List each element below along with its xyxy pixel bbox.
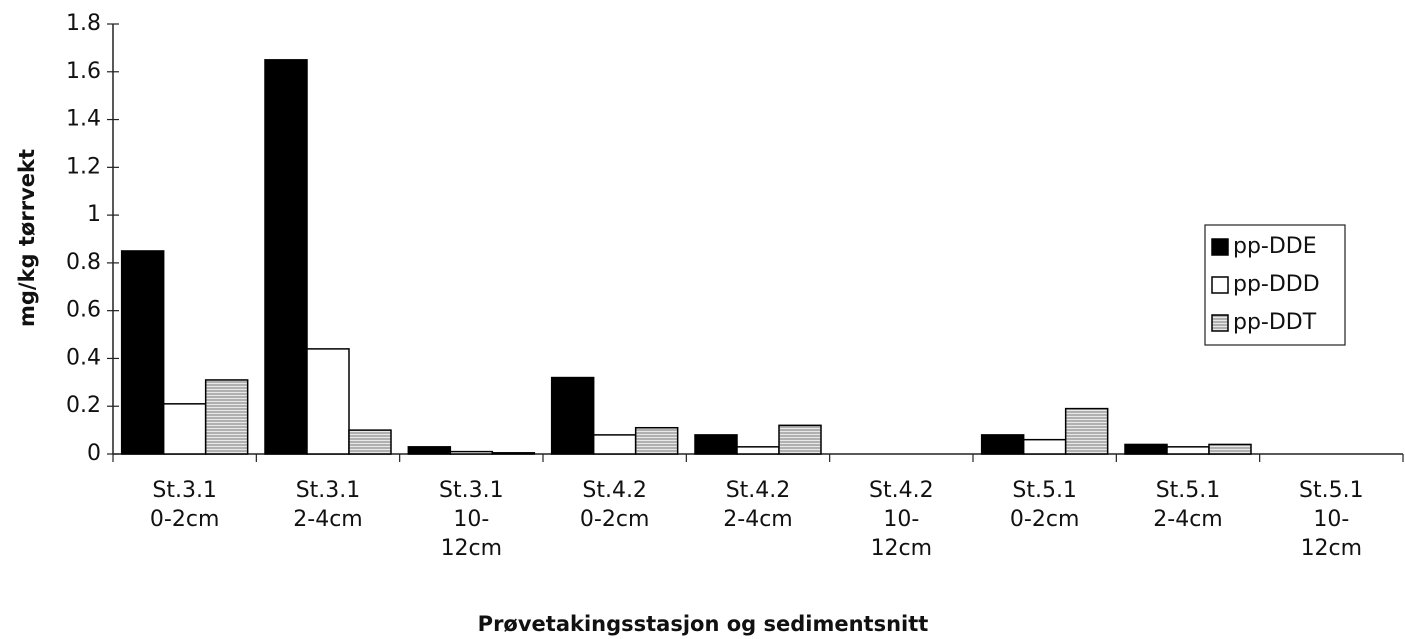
bar bbox=[407, 446, 452, 455]
bar bbox=[1064, 407, 1109, 455]
bar bbox=[449, 450, 494, 455]
bar bbox=[592, 434, 637, 455]
legend-label: pp-DDD bbox=[1233, 272, 1320, 297]
y-tick-label: 0.8 bbox=[66, 250, 101, 275]
bar bbox=[491, 452, 536, 455]
bar bbox=[162, 403, 207, 455]
y-axis-label: mg/kg tørrvekt bbox=[15, 149, 39, 327]
legend-label: pp-DDE bbox=[1233, 234, 1317, 259]
bar bbox=[694, 434, 738, 455]
bar bbox=[264, 59, 308, 455]
bar bbox=[550, 376, 595, 455]
y-tick-label: 1.6 bbox=[66, 59, 101, 84]
bar bbox=[1124, 443, 1168, 455]
bar bbox=[980, 434, 1025, 455]
x-tick-label: St.5.1 2-4cm bbox=[1153, 478, 1223, 532]
x-tick-label: St.5.1 0-2cm bbox=[1009, 478, 1080, 532]
y-tick-label: 1.4 bbox=[66, 107, 101, 132]
bar bbox=[1166, 446, 1210, 455]
y-tick-label: 0.2 bbox=[66, 393, 101, 418]
bar bbox=[306, 348, 350, 455]
bar bbox=[120, 250, 165, 455]
x-tick-label: St.4.2 10- 12cm bbox=[869, 478, 934, 561]
bar bbox=[348, 429, 392, 455]
bar bbox=[634, 426, 679, 455]
bar bbox=[204, 379, 249, 455]
x-tick-label: St.5.1 10- 12cm bbox=[1299, 478, 1364, 561]
x-tick-label: St.4.2 0-2cm bbox=[579, 478, 650, 532]
y-tick-label: 0 bbox=[87, 441, 101, 466]
x-tick-label: St.3.1 0-2cm bbox=[149, 478, 220, 532]
y-tick-label: 0.6 bbox=[66, 298, 101, 323]
y-tick-label: 1.2 bbox=[66, 154, 101, 179]
legend-swatch bbox=[1211, 276, 1229, 294]
y-tick-label: 0.4 bbox=[66, 345, 101, 370]
bar bbox=[778, 424, 822, 455]
x-tick-label: St.4.2 2-4cm bbox=[723, 478, 793, 532]
bar bbox=[736, 446, 780, 455]
legend-swatch bbox=[1211, 238, 1229, 256]
legend-swatch bbox=[1211, 314, 1229, 332]
legend-label: pp-DDT bbox=[1233, 310, 1317, 335]
bar bbox=[1208, 443, 1252, 455]
y-tick-label: 1 bbox=[87, 202, 101, 227]
x-axis-label: Prøvetakingsstasjon og sedimentsnitt bbox=[478, 612, 929, 636]
x-tick-label: St.3.1 10- 12cm bbox=[439, 478, 504, 561]
x-tick-label: St.3.1 2-4cm bbox=[293, 478, 363, 532]
bar bbox=[1022, 438, 1067, 455]
y-tick-label: 1.8 bbox=[66, 11, 101, 36]
